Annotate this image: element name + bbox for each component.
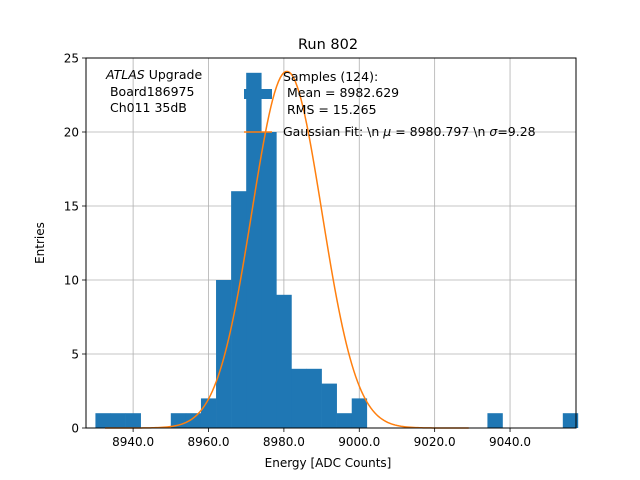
x-tick-label: 9020.0 bbox=[414, 435, 456, 449]
atlas-annotation-line1: ATLAS Upgrade bbox=[105, 67, 202, 82]
x-axis-label: Energy [ADC Counts] bbox=[265, 456, 392, 470]
atlas-channel-label: Ch011 35dB bbox=[106, 100, 187, 115]
legend-fit-text-a: Gaussian Fit: \n bbox=[283, 124, 383, 139]
chart-title: Run 802 bbox=[298, 37, 358, 53]
histogram-bar bbox=[306, 368, 322, 428]
histogram-bar bbox=[246, 72, 262, 429]
x-tick-label: 8960.0 bbox=[188, 435, 230, 449]
y-tick-label: 15 bbox=[64, 200, 79, 214]
legend-samples-label: Samples (124): bbox=[283, 69, 378, 84]
legend-fit-text-b: = 8980.797 \n bbox=[391, 124, 489, 139]
atlas-upgrade-label: Upgrade bbox=[145, 67, 203, 82]
legend-mean-label: Mean = 8982.629 bbox=[283, 85, 399, 100]
x-tick-label: 9000.0 bbox=[338, 435, 380, 449]
y-tick-label: 20 bbox=[64, 126, 79, 140]
legend-fit-mu: μ bbox=[382, 124, 391, 139]
y-tick-label: 0 bbox=[71, 422, 79, 436]
legend-rms-label: RMS = 15.265 bbox=[283, 102, 377, 117]
histogram-bar bbox=[321, 383, 337, 428]
histogram-bar bbox=[216, 280, 232, 428]
histogram-bar bbox=[231, 191, 247, 428]
histogram-bars bbox=[95, 72, 579, 429]
legend-samples-swatch bbox=[244, 89, 272, 99]
histogram-bar bbox=[185, 413, 202, 428]
legend: Samples (124): Mean = 8982.629 RMS = 15.… bbox=[244, 69, 536, 139]
x-tick-label: 9040.0 bbox=[489, 435, 531, 449]
histogram-bar bbox=[336, 413, 353, 428]
y-tick-label: 5 bbox=[71, 348, 79, 362]
y-tick-label: 10 bbox=[64, 274, 79, 288]
histogram-bar bbox=[261, 132, 277, 428]
y-tick-label: 25 bbox=[64, 52, 79, 66]
x-axis-ticks: 8940.0 8960.0 8980.0 9000.0 9020.0 9040.0 bbox=[112, 428, 531, 449]
histogram-bar bbox=[562, 413, 579, 428]
legend-fit-label: Gaussian Fit: \n μ = 8980.797 \n σ=9.28 bbox=[283, 124, 536, 139]
axes-frame bbox=[85, 57, 577, 429]
legend-fit-sigma: σ bbox=[489, 124, 498, 139]
x-tick-label: 8940.0 bbox=[112, 435, 154, 449]
histogram-bar bbox=[95, 413, 111, 428]
x-tick-label: 8980.0 bbox=[263, 435, 305, 449]
histogram-bar bbox=[351, 398, 368, 428]
histogram-bar bbox=[200, 398, 217, 428]
histogram-bar bbox=[125, 413, 141, 428]
atlas-board-label: Board186975 bbox=[106, 84, 194, 99]
atlas-annotation: ATLAS Upgrade Board186975 Ch011 35dB bbox=[105, 67, 202, 115]
legend-fit-text-c: =9.28 bbox=[497, 124, 535, 139]
histogram-bar bbox=[110, 413, 126, 428]
atlas-italic-label: ATLAS bbox=[105, 67, 145, 82]
gaussian-fit-curve bbox=[105, 70, 469, 429]
histogram-bar bbox=[291, 368, 307, 428]
y-axis-label: Entries bbox=[33, 222, 47, 264]
histogram-bar bbox=[487, 413, 503, 428]
histogram-bar bbox=[276, 294, 292, 428]
y-axis-ticks: 0 5 10 15 20 25 bbox=[64, 52, 86, 436]
